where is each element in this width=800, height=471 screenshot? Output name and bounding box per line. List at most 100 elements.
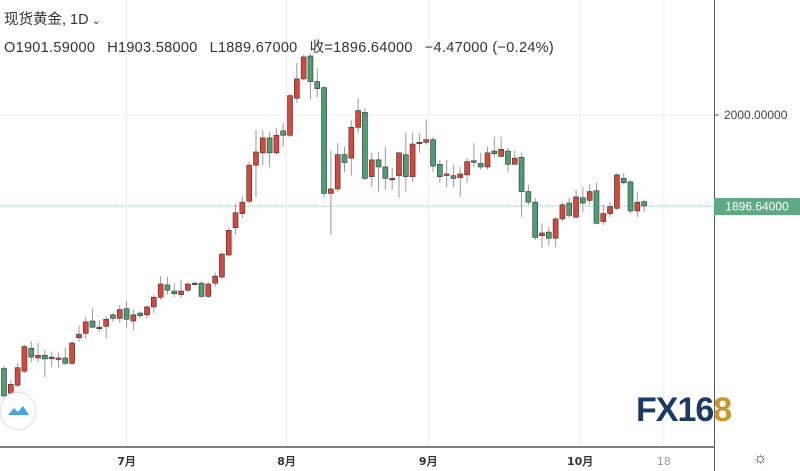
candle-body [423, 139, 430, 143]
candle [545, 226, 552, 246]
candle [266, 131, 273, 167]
candle [48, 351, 55, 367]
candle-body [144, 306, 150, 316]
candle [144, 305, 150, 319]
x-tick-label: 18 [657, 455, 671, 468]
candle [607, 202, 613, 218]
candle [55, 352, 62, 368]
candle-body [566, 202, 573, 216]
candle-body [355, 110, 361, 128]
candle-body [641, 201, 647, 207]
candle-body [545, 231, 552, 239]
gear-icon[interactable]: ☼ [753, 450, 768, 467]
low-value: L1889.67000 [209, 40, 298, 56]
candle-body [498, 149, 504, 157]
candle [368, 152, 375, 188]
candle-body [450, 175, 457, 179]
candle [198, 281, 205, 299]
candle-body [287, 95, 293, 136]
candle [505, 147, 511, 173]
candle-body [634, 201, 641, 212]
candle-body [300, 56, 307, 80]
symbol-label: 现货黄金, 1D [4, 12, 89, 28]
candle-body [409, 143, 416, 177]
candle [525, 184, 532, 205]
candle [103, 316, 109, 339]
candle-body [137, 312, 143, 317]
candle [96, 320, 103, 332]
candle [552, 217, 559, 248]
candle-body [368, 159, 375, 177]
open-value: O1901.59000 [4, 40, 96, 56]
candle-body [511, 157, 518, 165]
candle [396, 151, 402, 198]
candle [518, 152, 525, 218]
x-tick-label: 8月 [277, 455, 296, 468]
x-tick-label: 7月 [117, 455, 136, 468]
candle [498, 137, 504, 158]
logo-text-gold: 8 [713, 391, 732, 429]
candle [191, 281, 198, 285]
candle [137, 311, 143, 319]
candle-body [35, 355, 41, 359]
candle-body [341, 154, 348, 163]
candle-body [600, 213, 607, 222]
last-price-badge [714, 197, 800, 215]
candle-body [246, 164, 252, 202]
candle-body [532, 201, 538, 238]
candle-body [1, 368, 7, 397]
fx168-logo: FX168 [636, 391, 732, 430]
candle-body [402, 154, 409, 177]
y-tick-label: 2000.00000 [724, 108, 788, 122]
candle [151, 294, 157, 314]
candle-body [552, 218, 559, 239]
candle-body [55, 357, 62, 360]
candle [89, 308, 96, 329]
candle [130, 309, 137, 330]
candle [212, 272, 218, 287]
candle [532, 197, 538, 241]
candle [21, 344, 28, 373]
candle [641, 199, 647, 213]
candle [82, 316, 89, 339]
candle-body [559, 204, 566, 220]
candle-body [239, 201, 246, 214]
close-value: 收=1896.64000 [309, 40, 413, 56]
candle [69, 341, 75, 366]
candle-body [430, 139, 436, 167]
mountain-logo-icon[interactable] [0, 392, 36, 430]
candle-body [491, 150, 498, 155]
candle [389, 167, 395, 190]
candle [42, 350, 48, 378]
candle-body [116, 309, 123, 319]
candle-body [471, 160, 477, 163]
candle-body [14, 367, 21, 386]
symbol-interval-selector[interactable]: 现货黄金, 1D ⌄ [4, 8, 101, 29]
candle-body [484, 152, 491, 168]
candle [287, 93, 293, 138]
x-tick-label: 9月 [419, 455, 438, 468]
candle [355, 98, 361, 133]
candle [593, 182, 600, 225]
candle [566, 197, 573, 219]
candle [457, 166, 464, 197]
candle [246, 161, 252, 204]
candle [294, 63, 300, 103]
candle-body [416, 141, 423, 145]
candle [580, 187, 586, 212]
candle-body [437, 164, 443, 177]
candle [402, 132, 409, 192]
candle [430, 137, 436, 173]
candle-body [477, 163, 484, 168]
candle [123, 301, 130, 328]
candle [205, 282, 212, 299]
candle-body [62, 357, 69, 364]
candle-body [620, 178, 627, 184]
candle [253, 129, 259, 197]
candle [307, 53, 314, 100]
candle [110, 313, 116, 322]
candle-body [130, 314, 137, 322]
candle-body [464, 161, 470, 176]
candle [14, 363, 21, 388]
